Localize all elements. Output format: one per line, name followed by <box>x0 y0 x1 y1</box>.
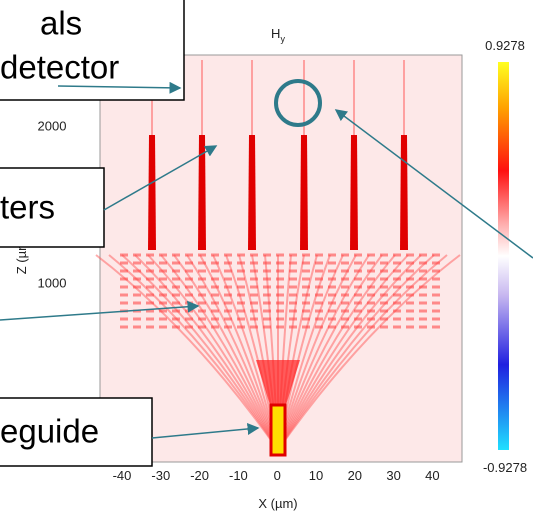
x-tick-label: -40 <box>113 468 132 483</box>
callout-box <box>0 0 185 101</box>
fan-line <box>277 254 409 451</box>
fan-line <box>199 254 279 451</box>
x-tick-label: 20 <box>348 468 362 483</box>
x-tick-label: 10 <box>309 468 323 483</box>
colorbar <box>498 62 509 450</box>
colorbar-min: -0.9278 <box>483 460 527 475</box>
fan-line <box>108 254 279 451</box>
callout-text: als <box>40 5 82 42</box>
fan-line <box>173 254 279 451</box>
fan-line <box>277 254 422 451</box>
x-tick-label: -10 <box>229 468 248 483</box>
fan-line <box>277 254 461 451</box>
x-tick-label: -30 <box>151 468 170 483</box>
output-waveguide <box>300 135 308 250</box>
output-waveguide <box>400 135 408 250</box>
x-tick-label: 0 <box>274 468 281 483</box>
fan-line <box>186 254 279 451</box>
x-tick-label: -20 <box>190 468 209 483</box>
fan-line <box>134 254 279 451</box>
arrows <box>0 81 533 439</box>
fan-line <box>277 254 357 451</box>
fan-line <box>121 254 279 451</box>
colorbar-max: 0.9278 <box>485 38 525 53</box>
callout-text: ters <box>0 189 55 226</box>
callout-text: eguide <box>0 413 99 450</box>
waveguide-field <box>269 403 287 457</box>
taper <box>256 360 300 405</box>
y-tick-label: 2000 <box>38 118 67 133</box>
highlight-circle <box>274 79 322 127</box>
callout-box <box>0 167 105 248</box>
output-waveguide <box>350 135 358 250</box>
y-tick-label: 1000 <box>38 275 67 290</box>
x-tick-label: 30 <box>386 468 400 483</box>
callout-text: detector <box>0 49 119 86</box>
plot-title: Hy <box>271 26 285 44</box>
fan-line <box>277 254 370 451</box>
x-tick-label: 40 <box>425 468 439 483</box>
callout-box <box>0 397 153 467</box>
fan-line <box>277 254 396 451</box>
fan-line <box>95 254 279 451</box>
fan-line <box>160 254 279 451</box>
fan-line <box>277 254 448 451</box>
fan-line <box>147 254 279 451</box>
output-waveguide <box>248 135 256 250</box>
output-waveguide <box>148 135 156 250</box>
fan-line <box>277 254 435 451</box>
fan-line <box>277 254 383 451</box>
field-pattern <box>95 60 461 451</box>
output-waveguide <box>198 135 206 250</box>
x-axis-label: X (µm) <box>258 496 297 511</box>
